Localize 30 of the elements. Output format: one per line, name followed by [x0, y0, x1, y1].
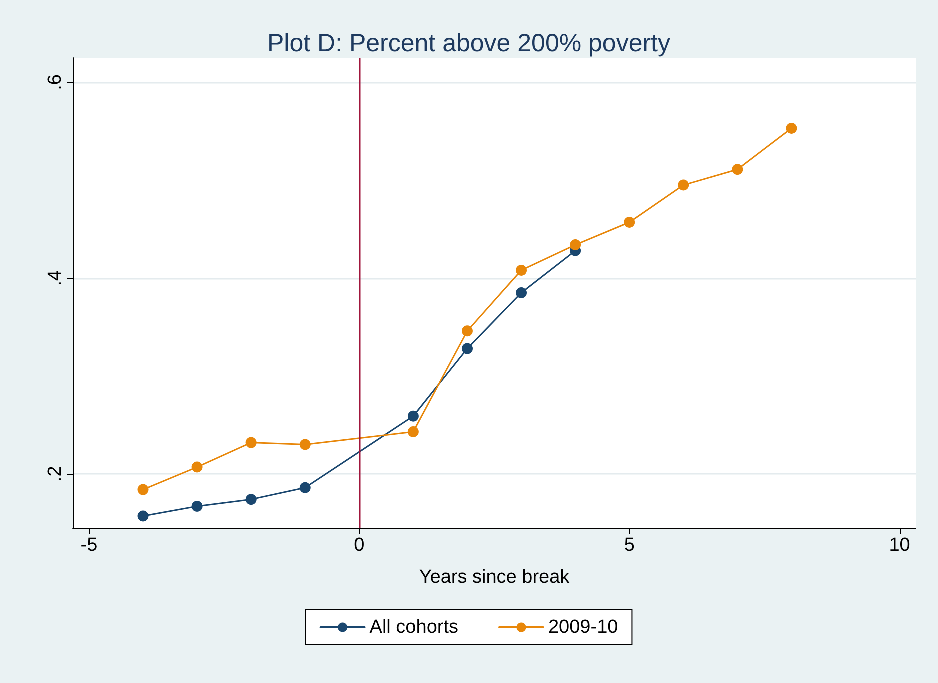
point: [246, 437, 257, 448]
point: [624, 217, 636, 228]
point: [732, 164, 744, 176]
point: [138, 510, 149, 522]
point: [462, 343, 473, 354]
point: [408, 426, 419, 438]
y-tick-label: .6: [45, 74, 66, 90]
point: [516, 264, 528, 276]
point: [516, 288, 528, 298]
x-tick-label: -5: [80, 535, 98, 556]
point: [192, 462, 203, 473]
legend-label: All cohorts: [370, 617, 458, 638]
point: [300, 439, 311, 450]
y-tick-label: .2: [45, 466, 66, 482]
x-tick-label: 10: [889, 535, 910, 556]
x-tick-label: 5: [624, 535, 635, 556]
chart-title: Plot D: Percent above 200% poverty: [267, 30, 671, 58]
point: [462, 326, 473, 337]
x-axis-title: Years since break: [419, 567, 570, 588]
legend-label: 2009-10: [548, 617, 618, 638]
point: [678, 180, 690, 191]
point: [786, 123, 798, 134]
point: [246, 494, 257, 506]
point: [300, 482, 311, 494]
point: [192, 500, 203, 512]
y-tick-label: .4: [45, 270, 66, 286]
point: [138, 484, 149, 496]
x-tick-label: 0: [354, 535, 365, 556]
point: [570, 240, 582, 251]
point: [408, 410, 419, 422]
